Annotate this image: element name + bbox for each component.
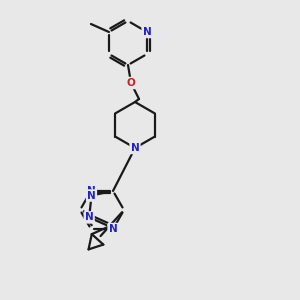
Text: N: N	[87, 186, 95, 196]
Text: N: N	[130, 143, 140, 153]
Text: N: N	[109, 224, 117, 234]
Text: O: O	[127, 78, 135, 88]
Text: N: N	[87, 190, 96, 200]
Text: N: N	[143, 27, 152, 37]
Text: N: N	[85, 212, 94, 222]
